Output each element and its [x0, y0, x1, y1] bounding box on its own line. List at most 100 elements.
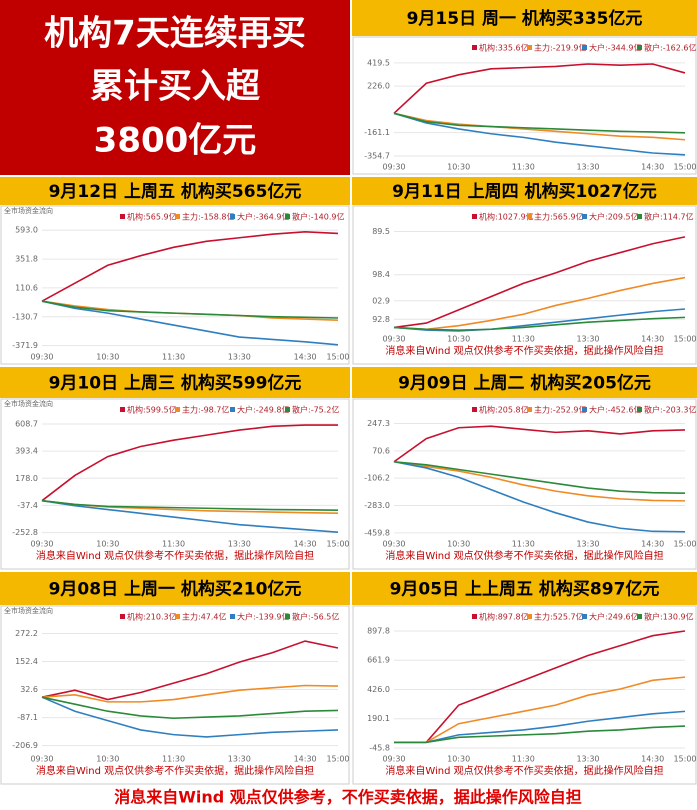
legend-label: 散户:-75.2亿 [292, 405, 339, 415]
legend-label: 大户:-249.8亿 [237, 405, 289, 415]
banner [0, 367, 350, 398]
y-tick-label: 92.8 [372, 315, 390, 324]
y-tick-label: -161.1 [364, 128, 390, 137]
line [393, 63, 686, 114]
y-tick-label: 426.0 [367, 685, 390, 694]
legend-swatch [285, 614, 290, 619]
y-tick-label: -371.9 [12, 341, 38, 350]
x-tick-label: 13:30 [228, 540, 251, 549]
y-tick-label: -87.1 [17, 713, 38, 722]
x-tick-label: 14:30 [641, 755, 664, 764]
legend-label: 机构:210.3亿 [127, 612, 177, 622]
footer: 消息来自Wind 观点仅供参考，不作买卖依据，据此操作风险自担 [114, 788, 582, 807]
legend-label: 大户:-344.9亿 [589, 43, 641, 53]
chart-note: 消息来自Wind 观点仅供参考不作买卖依据，据此操作风险自担 [36, 764, 314, 777]
legend-label: 机构:565.9亿 [127, 212, 177, 222]
legend-swatch [472, 614, 477, 619]
x-tick-label: 15:00 [326, 540, 349, 549]
legend-label: 大户:209.5亿 [589, 212, 639, 222]
line [393, 425, 686, 463]
line [393, 308, 686, 332]
x-tick-label: 10:30 [96, 755, 119, 764]
header-line: 机构7天连续再买 [44, 14, 306, 54]
legend-label: 主力:-219.9亿 [534, 43, 586, 53]
legend-label: 散户:-162.6亿 [644, 43, 696, 53]
line [41, 696, 339, 720]
line [41, 300, 339, 319]
legend-swatch [230, 214, 235, 219]
line [41, 684, 339, 703]
legend-swatch [472, 214, 477, 219]
legend-swatch [230, 407, 235, 412]
y-tick-label: 32.6 [20, 685, 38, 694]
line [393, 112, 686, 134]
y-tick-label: -252.8 [12, 528, 38, 537]
line [394, 630, 686, 744]
legend-swatch [527, 45, 532, 50]
x-tick-label: 14:30 [641, 540, 664, 549]
y-tick-label: 226.0 [367, 82, 390, 91]
x-tick-label: 09:30 [30, 755, 53, 764]
header-box [0, 0, 350, 175]
legend-label: 散户:130.9亿 [644, 612, 694, 622]
y-tick-label: -354.7 [364, 151, 390, 160]
chart-note: 消息来自Wind 观点仅供参考不作买卖依据，据此操作风险自担 [385, 764, 663, 777]
legend-label: 大户:-364.9亿 [237, 212, 289, 222]
banner [352, 572, 697, 605]
x-tick-label: 11:30 [162, 353, 185, 362]
line [393, 112, 686, 141]
y-tick-label: -283.0 [364, 501, 390, 510]
legend-swatch [582, 407, 587, 412]
banner-title: 9月05日 上上周五 机构买897亿元 [390, 579, 660, 600]
x-tick-label: 11:30 [162, 540, 185, 549]
legend-swatch [175, 614, 180, 619]
banner-title: 9月09日 上周二 机构买205亿元 [398, 373, 651, 394]
line [41, 424, 339, 502]
banner [352, 0, 697, 36]
legend-label: 主力:525.7亿 [534, 612, 584, 622]
line [393, 236, 686, 329]
line [41, 300, 339, 346]
y-tick-label: 178.0 [15, 474, 38, 483]
line [393, 316, 686, 331]
chart-note: 消息来自Wind 观点仅供参考不作买卖依据，据此操作风险自担 [385, 549, 663, 562]
x-tick-label: 15:00 [326, 353, 349, 362]
line [41, 696, 339, 738]
chart-panel [352, 605, 697, 785]
x-tick-label: 09:30 [382, 163, 405, 172]
x-tick-label: 14:30 [294, 755, 317, 764]
legend-label: 主力:565.9亿 [534, 212, 584, 222]
y-tick-label: 110.6 [15, 283, 38, 292]
x-tick-label: 13:30 [576, 540, 599, 549]
legend-label: 主力:-158.8亿 [182, 212, 234, 222]
legend-label: 主力:47.4亿 [182, 612, 227, 622]
legend-label: 主力:-252.9亿 [534, 405, 586, 415]
legend-label: 机构:1027.9亿 [479, 212, 534, 222]
line [393, 460, 686, 533]
legend-label: 机构:599.5亿 [127, 405, 177, 415]
banner [0, 177, 350, 205]
x-tick-label: 11:30 [512, 540, 535, 549]
x-tick-label: 10:30 [96, 540, 119, 549]
banner [352, 367, 697, 398]
chart-panel [352, 205, 697, 365]
legend-swatch [582, 45, 587, 50]
y-tick-label: 393.4 [15, 447, 38, 456]
x-tick-label: 15:00 [326, 755, 349, 764]
legend-swatch [120, 614, 125, 619]
chart-subtitle: 全市场资金流向 [4, 206, 53, 215]
chart-panel [0, 205, 350, 365]
x-tick-label: 09:30 [30, 353, 53, 362]
legend-label: 散户:-140.9亿 [292, 212, 344, 222]
line [41, 230, 339, 302]
x-tick-label: 11:30 [512, 335, 535, 344]
line [393, 460, 686, 495]
x-tick-label: 14:30 [641, 335, 664, 344]
y-tick-label: 608.7 [15, 419, 38, 428]
x-tick-label: 11:30 [512, 163, 535, 172]
chart-panel [0, 398, 350, 570]
x-tick-label: 10:30 [447, 163, 470, 172]
x-tick-label: 10:30 [447, 335, 470, 344]
legend-label: 机构:205.8亿 [479, 405, 529, 415]
y-tick-label: -45.8 [369, 743, 390, 752]
